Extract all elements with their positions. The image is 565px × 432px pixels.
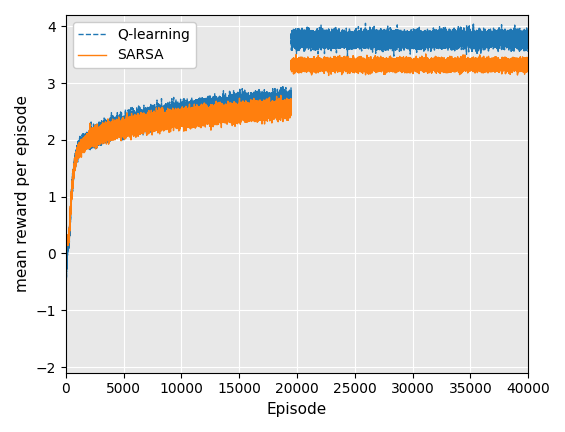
SARSA [62,245,69,250]
SARSA [62,243,69,248]
Y-axis label: mean reward per episode: mean reward per episode [15,95,30,292]
Q-learning [64,236,71,241]
Q-learning [66,240,72,245]
SARSA [66,232,72,237]
SARSA [66,237,72,242]
Q-learning [64,243,71,248]
SARSA [64,232,71,238]
Q-learning [66,233,72,238]
Legend: Q-learning, SARSA: Q-learning, SARSA [73,22,195,68]
Q-learning [64,240,71,245]
SARSA [66,236,72,241]
SARSA [66,237,73,242]
SARSA [62,250,69,255]
Q-learning [66,237,73,242]
Q-learning [62,352,69,357]
Line: SARSA: SARSA [66,235,69,253]
SARSA [64,238,71,243]
Q-learning [62,356,69,361]
Line: Q-learning: Q-learning [66,235,69,358]
Q-learning [62,352,69,357]
X-axis label: Episode: Episode [267,402,327,417]
SARSA [64,237,71,242]
Q-learning [66,238,72,244]
